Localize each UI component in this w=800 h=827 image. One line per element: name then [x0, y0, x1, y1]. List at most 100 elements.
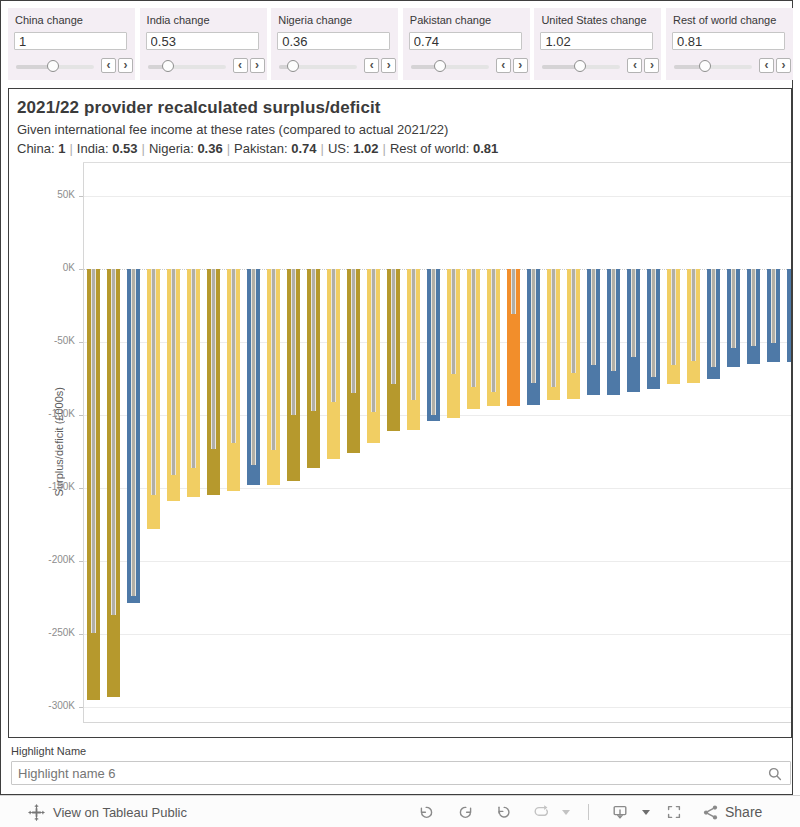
- slider-track[interactable]: [674, 65, 752, 69]
- bar-provider-8[interactable]: [227, 269, 240, 491]
- search-icon[interactable]: [767, 766, 783, 782]
- bar-provider-20[interactable]: [467, 269, 480, 409]
- actual-value-marker: [671, 269, 676, 365]
- rate-country: China:: [17, 141, 58, 156]
- bar-provider-26[interactable]: [587, 269, 600, 395]
- bar-provider-16[interactable]: [387, 269, 400, 431]
- bar-provider-31[interactable]: [687, 269, 700, 383]
- bar-provider-15[interactable]: [367, 269, 380, 443]
- tableau-logo-icon: [28, 804, 45, 821]
- bar-provider-22[interactable]: [507, 269, 520, 406]
- bar-provider-36[interactable]: [787, 269, 791, 362]
- bar-provider-24[interactable]: [547, 269, 560, 400]
- param-value-input[interactable]: [672, 32, 785, 50]
- decrement-button[interactable]: ‹: [759, 58, 774, 73]
- increment-button[interactable]: ›: [250, 58, 265, 73]
- slider-track[interactable]: [542, 65, 620, 69]
- view-on-tableau-public[interactable]: View on Tableau Public: [28, 796, 187, 827]
- slider-handle[interactable]: [699, 60, 711, 72]
- slider-track[interactable]: [148, 65, 226, 69]
- highlight-input[interactable]: [12, 762, 790, 784]
- bar-provider-34[interactable]: [747, 269, 760, 364]
- bar-provider-2[interactable]: [107, 269, 120, 697]
- slider-handle[interactable]: [287, 60, 299, 72]
- bar-provider-5[interactable]: [167, 269, 180, 501]
- bar-provider-35[interactable]: [767, 269, 780, 362]
- chart-title: 2021/22 provider recalculated surplus/de…: [9, 89, 791, 118]
- decrement-button[interactable]: ‹: [364, 58, 379, 73]
- rate-country: Pakistan:: [234, 141, 291, 156]
- download-icon[interactable]: [612, 804, 628, 820]
- decrement-button[interactable]: ‹: [101, 58, 116, 73]
- actual-value-marker: [151, 269, 156, 495]
- bar-provider-4[interactable]: [147, 269, 160, 529]
- share-button[interactable]: Share: [702, 796, 762, 827]
- bar-provider-21[interactable]: [487, 269, 500, 406]
- decrement-button[interactable]: ‹: [233, 58, 248, 73]
- replay-speed-caret-icon[interactable]: [562, 810, 570, 819]
- bar-provider-27[interactable]: [607, 269, 620, 395]
- bar-provider-3[interactable]: [127, 269, 140, 603]
- increment-button[interactable]: ›: [118, 58, 133, 73]
- chart-pane[interactable]: [84, 163, 791, 723]
- undo-icon[interactable]: [418, 804, 434, 820]
- slider-track[interactable]: [16, 65, 94, 69]
- slider-handle[interactable]: [162, 60, 174, 72]
- bar-provider-33[interactable]: [727, 269, 740, 367]
- slider-handle[interactable]: [434, 60, 446, 72]
- slider-track[interactable]: [411, 65, 489, 69]
- fullscreen-icon[interactable]: [666, 804, 682, 820]
- y-tick-label: -300K: [27, 700, 75, 711]
- bar-provider-12[interactable]: [307, 269, 320, 468]
- param-value-input[interactable]: [277, 32, 390, 50]
- slider-track[interactable]: [279, 65, 357, 69]
- bar-provider-25[interactable]: [567, 269, 580, 399]
- param-value-input[interactable]: [146, 32, 259, 50]
- actual-value-marker: [571, 269, 576, 373]
- increment-button[interactable]: ›: [513, 58, 528, 73]
- bar-provider-17[interactable]: [407, 269, 420, 430]
- actual-value-marker: [451, 269, 456, 374]
- decrement-button[interactable]: ‹: [627, 58, 642, 73]
- rate-value: 0.53: [112, 141, 137, 156]
- bar-provider-9[interactable]: [247, 269, 260, 485]
- slider-handle[interactable]: [47, 60, 59, 72]
- actual-value-marker: [711, 269, 716, 367]
- bar-provider-14[interactable]: [347, 269, 360, 453]
- actual-value-marker: [691, 269, 696, 361]
- increment-button[interactable]: ›: [644, 58, 659, 73]
- increment-button[interactable]: ›: [381, 58, 396, 73]
- rate-value: 0.81: [473, 141, 498, 156]
- bar-provider-30[interactable]: [667, 269, 680, 384]
- param-label: Nigeria change: [271, 8, 398, 26]
- bar-provider-32[interactable]: [707, 269, 720, 379]
- bar-provider-28[interactable]: [627, 269, 640, 392]
- bar-provider-13[interactable]: [327, 269, 340, 459]
- replay-animation-icon[interactable]: [534, 804, 550, 820]
- bar-provider-18[interactable]: [427, 269, 440, 421]
- decrement-button[interactable]: ‹: [496, 58, 511, 73]
- param-slider: ‹›: [271, 56, 398, 76]
- download-options-caret-icon[interactable]: [642, 810, 650, 819]
- bar-provider-29[interactable]: [647, 269, 660, 389]
- actual-value-marker: [211, 269, 216, 449]
- y-tick-label: 50K: [27, 189, 75, 200]
- bar-provider-11[interactable]: [287, 269, 300, 481]
- param-value-input[interactable]: [409, 32, 522, 50]
- increment-button[interactable]: ›: [776, 58, 791, 73]
- param-value-input[interactable]: [540, 32, 653, 50]
- slider-handle[interactable]: [574, 60, 586, 72]
- bar-provider-10[interactable]: [267, 269, 280, 485]
- rate-value: 0.36: [197, 141, 222, 156]
- toolbar-separator: [588, 804, 589, 820]
- redo-icon[interactable]: [458, 804, 474, 820]
- y-axis-title: Surplus/deficit (£000s): [51, 162, 67, 722]
- reset-icon[interactable]: [496, 804, 512, 820]
- bar-provider-1[interactable]: [87, 269, 100, 700]
- bar-provider-7[interactable]: [207, 269, 220, 495]
- bar-provider-19[interactable]: [447, 269, 460, 418]
- bar-provider-6[interactable]: [187, 269, 200, 497]
- actual-value-marker: [431, 269, 436, 415]
- param-value-input[interactable]: [14, 32, 127, 50]
- bar-provider-23[interactable]: [527, 269, 540, 405]
